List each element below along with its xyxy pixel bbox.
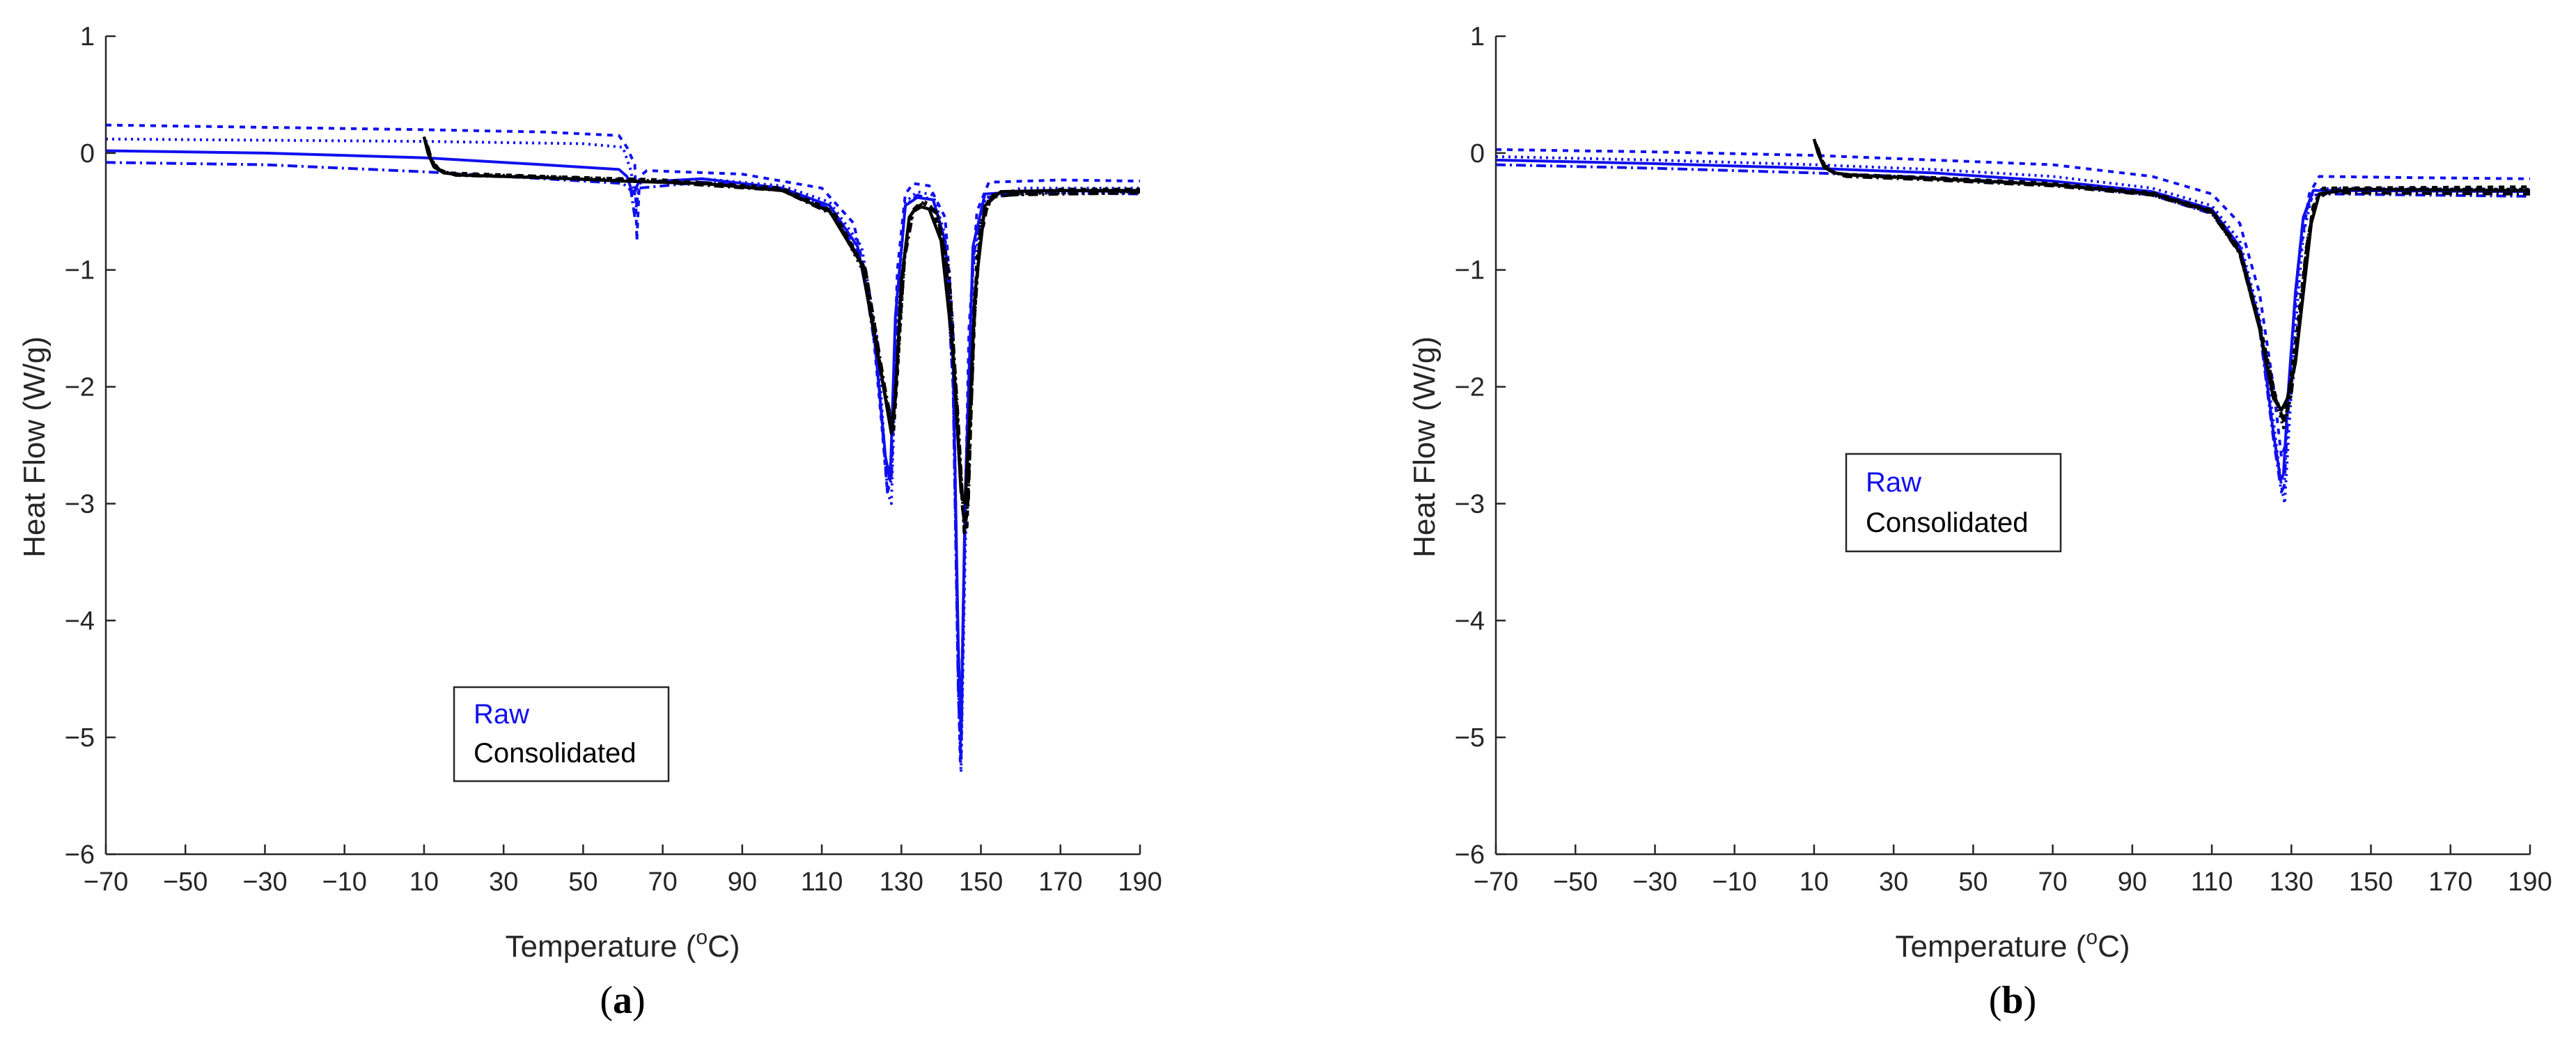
- panel-label-letter-b: b: [2001, 979, 2023, 1022]
- legend-raw-a: Raw: [474, 699, 529, 730]
- y-tick-label-a: −4: [65, 606, 95, 636]
- x-tick-label-a: 150: [959, 867, 1003, 897]
- raw-series-line-2-b: [1495, 155, 2531, 505]
- x-tick-label-b: 90: [2118, 867, 2147, 897]
- y-axis-label-b: Heat Flow (W/g): [1407, 336, 1442, 558]
- y-tick-label-a: −2: [65, 373, 95, 402]
- raw-series-line-3-a: [105, 149, 1141, 739]
- legend-raw-b: Raw: [1866, 467, 1921, 498]
- y-tick-label-a: −3: [65, 489, 95, 519]
- y-tick-label-b: 1: [1470, 22, 1485, 52]
- y-axis-label-a: Heat Flow (W/g): [17, 336, 52, 558]
- y-tick-label-b: −1: [1455, 256, 1485, 285]
- y-tick-label-b: −5: [1455, 723, 1485, 753]
- y-tick-label-b: 0: [1470, 139, 1485, 168]
- x-tick-label-b: 30: [1879, 867, 1908, 897]
- x-tick-label-b: 170: [2428, 867, 2472, 897]
- panel-label-letter-a: a: [613, 979, 632, 1022]
- legend-consolidated-a: Consolidated: [474, 738, 637, 769]
- x-axis-label-b: Temperature (oC): [1895, 926, 2130, 964]
- x-tick-label-b: 10: [1800, 867, 1829, 897]
- legend-box-a: [453, 686, 670, 783]
- plot-area-b: −70 −50 −30 −10 10 30 50 70 90 110 130 150 170 19010−…: [1455, 22, 2552, 897]
- x-tick-label-a: −10: [322, 867, 366, 897]
- x-tick-label-a: −70: [84, 867, 128, 897]
- x-tick-label-a: 90: [728, 867, 757, 897]
- x-tick-label-b: 50: [1958, 867, 1988, 897]
- x-tick-label-b: 150: [2349, 867, 2393, 897]
- x-tick-label-a: −30: [242, 867, 287, 897]
- x-tick-label-a: 10: [409, 867, 439, 897]
- x-tick-label-a: 190: [1118, 867, 1162, 897]
- x-tick-label-a: 110: [801, 867, 843, 897]
- x-tick-label-a: 50: [568, 867, 598, 897]
- x-tick-label-a: −50: [163, 867, 208, 897]
- x-axis-label-main-a: Temperature (: [505, 929, 696, 964]
- panel-label-a: (a): [600, 979, 645, 1022]
- plot-area-a: −70 −50 −30 −10 10 30 50 70 90 110 130 150 170 19010−…: [65, 22, 1162, 897]
- x-tick-label-b: 190: [2508, 867, 2552, 897]
- consolidated-series-line-5-b: [1812, 139, 2531, 412]
- y-tick-label-b: −6: [1455, 840, 1485, 870]
- x-tick-label-b: 130: [2270, 867, 2313, 897]
- x-tick-label-b: 110: [2191, 867, 2233, 897]
- x-tick-label-a: 70: [648, 867, 677, 897]
- raw-series-line-2-a: [105, 137, 1140, 774]
- y-tick-label-a: −5: [65, 723, 95, 753]
- y-tick-label-b: −4: [1455, 606, 1485, 636]
- x-axis-label-a: Temperature (oC): [505, 926, 740, 964]
- panel-b: −70 −50 −30 −10 10 30 50 70 90 110 130 150 170 19010−…: [1407, 22, 2552, 1022]
- x-tick-label-b: −10: [1712, 867, 1756, 897]
- y-tick-label-a: −6: [65, 840, 95, 870]
- y-tick-label-a: −1: [65, 256, 95, 285]
- series-group-a: [105, 123, 1141, 774]
- raw-series-line-1-a: [105, 123, 1141, 762]
- x-axis-label-main-b: Temperature (: [1895, 929, 2086, 964]
- legend-consolidated-b: Consolidated: [1866, 508, 2029, 538]
- x-axis-label-sup-b: o: [2086, 926, 2098, 949]
- x-tick-label-b: −30: [1632, 867, 1677, 897]
- raw-series-line-4-a: [105, 161, 1141, 762]
- consolidated-series-line-8-a: [426, 146, 1141, 535]
- y-tick-label-a: 0: [80, 139, 95, 168]
- y-tick-label-a: 1: [80, 22, 95, 52]
- raw-series-line-3-b: [1495, 158, 2531, 482]
- legend-a: Raw Consolidated: [453, 686, 670, 783]
- consolidated-series-line-7-a: [425, 143, 1141, 529]
- x-tick-label-b: −70: [1474, 867, 1518, 897]
- x-axis-label-unit-b: C): [2098, 929, 2130, 964]
- legend-box-b: [1845, 453, 2062, 553]
- legend-b: Raw Consolidated: [1845, 453, 2062, 553]
- y-tick-label-b: −2: [1455, 373, 1485, 402]
- raw-series-line-4-b: [1495, 163, 2531, 494]
- x-tick-label-a: 30: [489, 867, 518, 897]
- consolidated-series-line-6-a: [423, 141, 1140, 529]
- x-axis-label-unit-a: C): [708, 929, 740, 964]
- consolidated-series-line-6-b: [1813, 142, 2531, 424]
- consolidated-series-line-8-b: [1816, 146, 2531, 424]
- y-tick-label-b: −3: [1455, 489, 1485, 519]
- series-group-b: [1495, 139, 2531, 505]
- panel-label-b: (b): [1989, 979, 2036, 1022]
- panel-a: −70 −50 −30 −10 10 30 50 70 90 110 130 150 170 19010−…: [17, 22, 1162, 1022]
- x-tick-label-a: 170: [1038, 867, 1082, 897]
- x-tick-label-a: 130: [880, 867, 923, 897]
- raw-series-line-1-b: [1495, 148, 2531, 459]
- x-tick-label-b: 70: [2038, 867, 2067, 897]
- x-axis-label-sup-a: o: [696, 926, 708, 949]
- x-tick-label-b: −50: [1553, 867, 1598, 897]
